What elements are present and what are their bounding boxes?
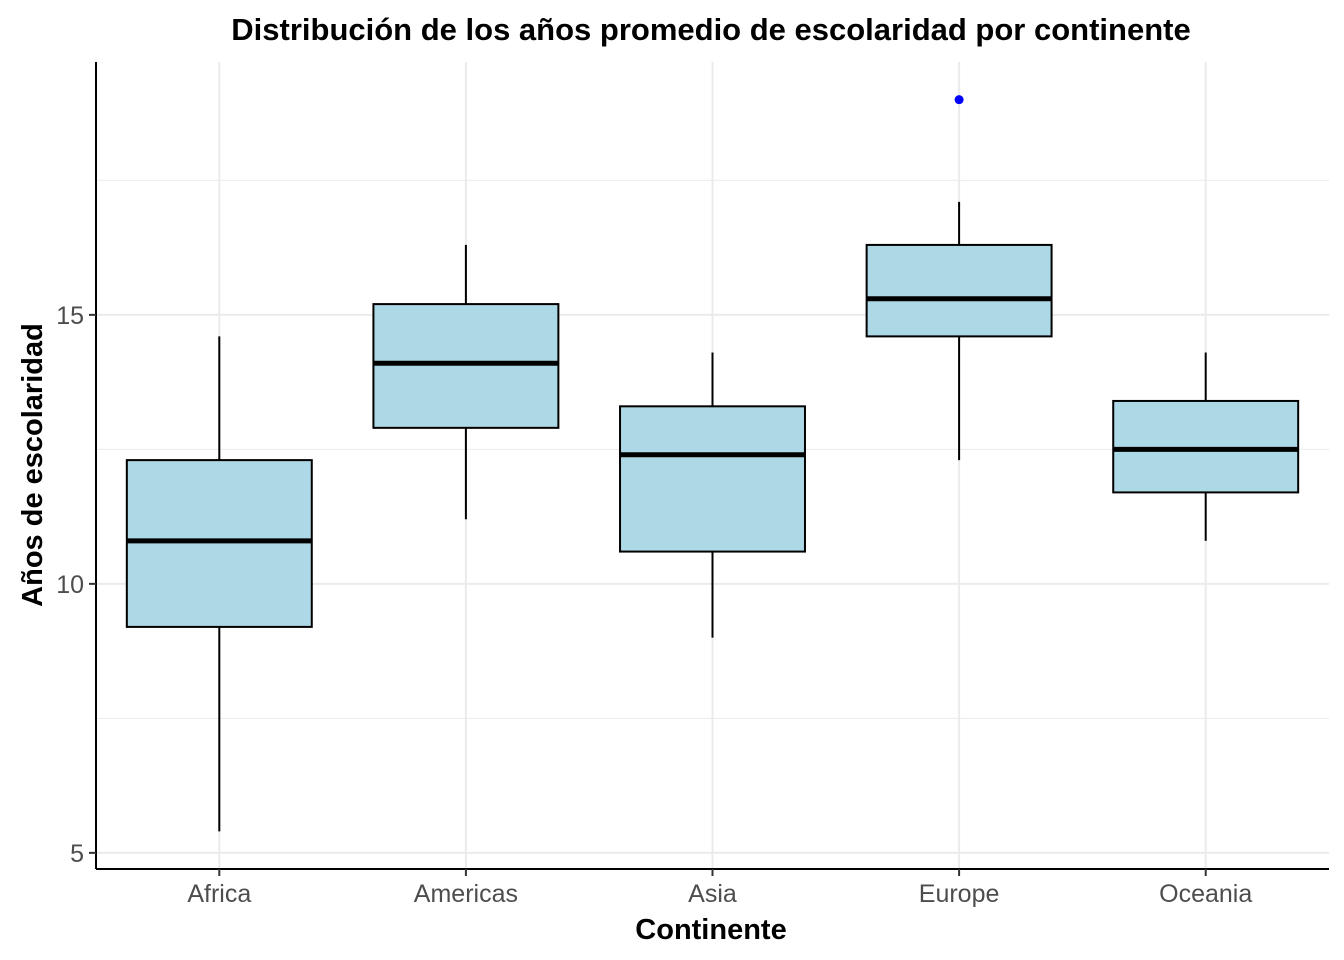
box-asia <box>619 405 806 553</box>
chart-title: Distribución de los años promedio de esc… <box>231 12 1190 47</box>
x-tick-label: Oceania <box>1159 880 1252 908</box>
box-europe <box>865 243 1053 338</box>
y-tick-label: 15 <box>56 302 84 330</box>
y-tick-label: 5 <box>70 840 84 868</box>
box-africa <box>125 459 313 628</box>
axes <box>89 62 1329 876</box>
x-tick-label: Americas <box>414 880 518 908</box>
x-axis-title: Continente <box>635 914 786 946</box>
y-axis-title: Años de escolaridad <box>17 323 49 607</box>
outlier-point <box>954 95 964 105</box>
tick-labels: 5 10 15 Africa Americas Asia Europe Oceania <box>56 302 1252 908</box>
box-oceania <box>1112 399 1300 494</box>
x-tick-label: Africa <box>187 880 251 908</box>
x-tick-label: Asia <box>688 880 737 908</box>
box-americas <box>372 303 560 429</box>
box-series <box>125 95 1300 832</box>
y-tick-label: 10 <box>56 571 84 599</box>
x-tick-label: Europe <box>919 880 1000 908</box>
